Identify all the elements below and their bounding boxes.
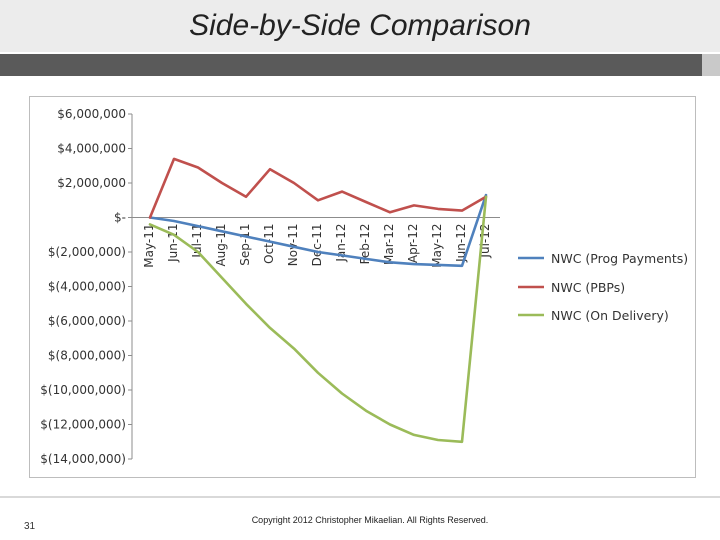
x-tick-label: Jun-12 — [454, 224, 468, 263]
y-tick-label: $(10,000,000) — [40, 383, 126, 397]
x-tick-label: Oct-11 — [262, 224, 276, 264]
copyright-text: Copyright 2012 Christopher Mikaelian. Al… — [251, 515, 489, 525]
legend-label: NWC (Prog Payments) — [551, 251, 688, 266]
y-tick-label: $6,000,000 — [57, 107, 126, 121]
x-axis-labels: May-11 Jun-11 Jul-11 Aug-11 Sep-11 Oct-11 Nov-… — [142, 224, 492, 268]
slide-title: Side-by-Side Comparison — [189, 9, 531, 42]
x-tick-label: Feb-12 — [358, 224, 372, 265]
legend: NWC (Prog Payments) NWC (PBPs) NWC (On Del… — [518, 251, 688, 323]
accent-band-end — [702, 54, 720, 76]
page-number: 31 — [24, 521, 36, 532]
x-tick-label: Apr-12 — [406, 224, 420, 264]
y-tick-label: $(8,000,000) — [48, 349, 126, 363]
series-line-2 — [148, 195, 488, 444]
y-tick-label: $(4,000,000) — [48, 280, 126, 294]
legend-label: NWC (PBPs) — [551, 280, 625, 295]
y-tick-label: $(2,000,000) — [48, 245, 126, 259]
x-tick-label: Jun-11 — [166, 224, 180, 263]
x-tick-label: Jul-11 — [190, 224, 204, 259]
x-tick-label: Mar-12 — [382, 224, 396, 265]
y-tick-label: $(14,000,000) — [40, 452, 126, 466]
accent-band — [0, 54, 720, 76]
series-group — [131, 114, 500, 459]
y-tick-label: $2,000,000 — [57, 176, 126, 190]
y-tick-label: $- — [114, 211, 126, 225]
y-axis-labels: $6,000,000 $4,000,000 $2,000,000 $- $(2,000,… — [40, 107, 132, 466]
legend-label: NWC (On Delivery) — [551, 308, 669, 323]
title-band — [0, 0, 720, 52]
x-tick-label: Jan-12 — [334, 224, 348, 263]
y-tick-label: $(12,000,000) — [40, 418, 126, 432]
x-tick-label: May-11 — [142, 224, 156, 268]
x-tick-label: Aug-11 — [214, 224, 228, 267]
x-tick-label: May-12 — [430, 224, 444, 268]
y-tick-label: $4,000,000 — [57, 142, 126, 156]
x-tick-label: Dec-11 — [310, 224, 324, 267]
x-tick-label: Nov-11 — [286, 224, 300, 267]
series-line-1 — [148, 157, 488, 219]
footer-divider — [0, 496, 720, 498]
x-tick-label: Sep-11 — [238, 224, 252, 266]
y-tick-label: $(6,000,000) — [48, 314, 126, 328]
line-chart: $6,000,000 $4,000,000 $2,000,000 $- $(2,000,… — [40, 107, 688, 466]
chart-frame: $6,000,000 $4,000,000 $2,000,000 $- $(2,000,… — [29, 96, 696, 478]
